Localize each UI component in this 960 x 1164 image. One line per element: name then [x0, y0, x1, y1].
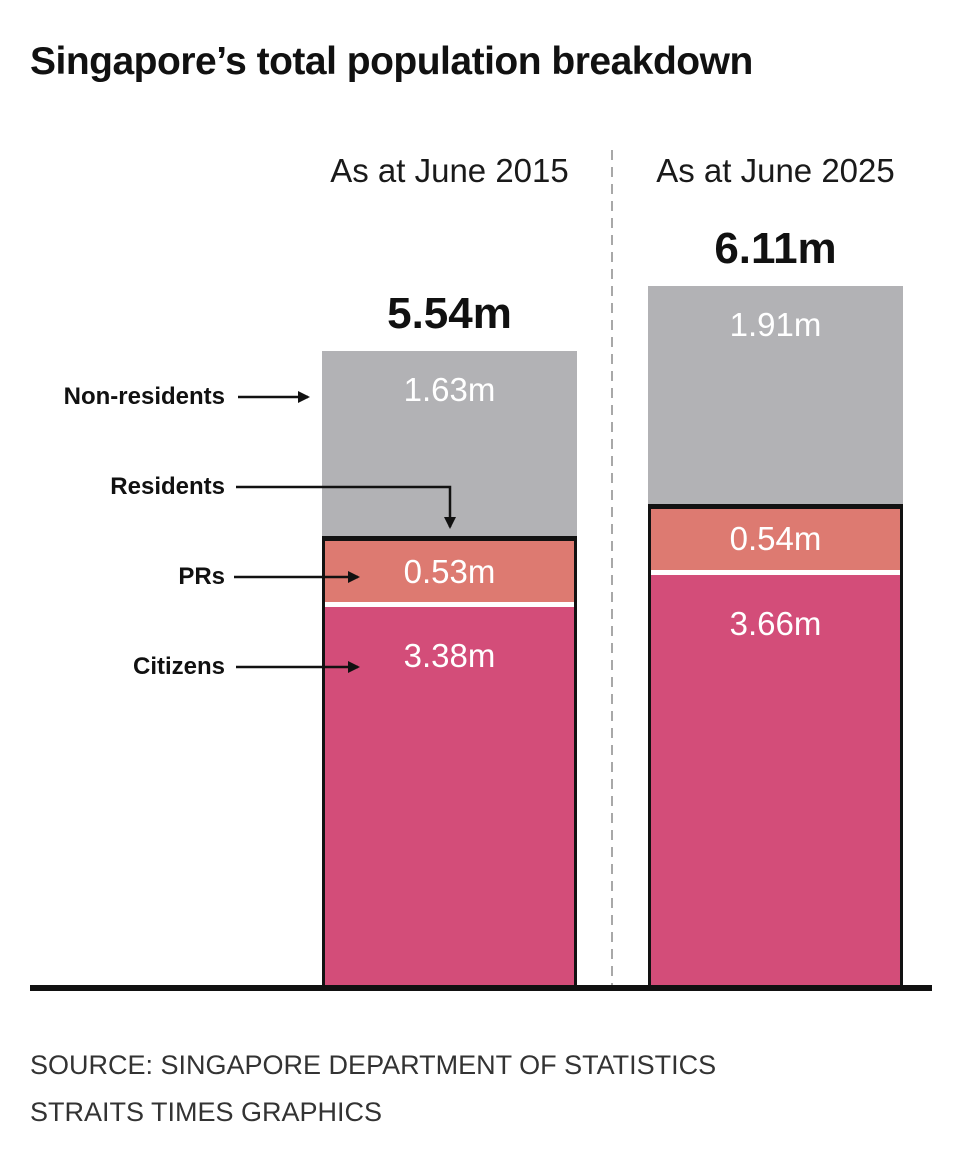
- segment-value: 0.54m: [729, 520, 822, 558]
- label-prs: PRs: [178, 563, 225, 590]
- segment-non-residents-2025: 1.91m: [648, 286, 903, 504]
- residents-group-2015: 0.53m 3.38m: [322, 536, 577, 986]
- dashed-divider: [611, 150, 613, 990]
- segment-prs-2025: 0.54m: [651, 508, 900, 570]
- segment-value: 3.66m: [729, 604, 822, 642]
- segment-value: 1.91m: [729, 306, 822, 344]
- segment-non-residents-2015: 1.63m: [322, 351, 577, 537]
- baseline-axis: [30, 985, 932, 991]
- segment-value: 3.38m: [403, 636, 496, 674]
- column-header-2025: As at June 2025: [656, 152, 895, 189]
- segment-prs-2015: 0.53m: [325, 541, 574, 602]
- source-line-1: SOURCE: SINGAPORE DEPARTMENT OF STATISTI…: [30, 1050, 717, 1080]
- segment-value: 0.53m: [403, 552, 496, 590]
- segment-citizens-2025: 3.66m: [651, 569, 900, 986]
- source-line-2: STRAITS TIMES GRAPHICS: [30, 1097, 383, 1127]
- residents-group-2025: 0.54m 3.66m: [648, 503, 903, 986]
- segment-value: 1.63m: [403, 371, 496, 409]
- label-residents: Residents: [110, 473, 225, 500]
- bar-2025: 6.11m 1.91m 0.54m 3.66m: [648, 224, 903, 986]
- segment-citizens-2015: 3.38m: [325, 601, 574, 986]
- label-non-residents: Non-residents: [63, 383, 225, 410]
- total-label-2015: 5.54m: [387, 289, 512, 339]
- total-label-2025: 6.11m: [714, 224, 837, 274]
- source-credit: SOURCE: SINGAPORE DEPARTMENT OF STATISTI…: [30, 1042, 716, 1136]
- bar-2015: 5.54m 1.63m 0.53m 3.38m: [322, 289, 577, 986]
- label-citizens: Citizens: [132, 653, 225, 680]
- column-header-2015: As at June 2015: [330, 152, 569, 189]
- page-title: Singapore’s total population breakdown: [30, 40, 753, 83]
